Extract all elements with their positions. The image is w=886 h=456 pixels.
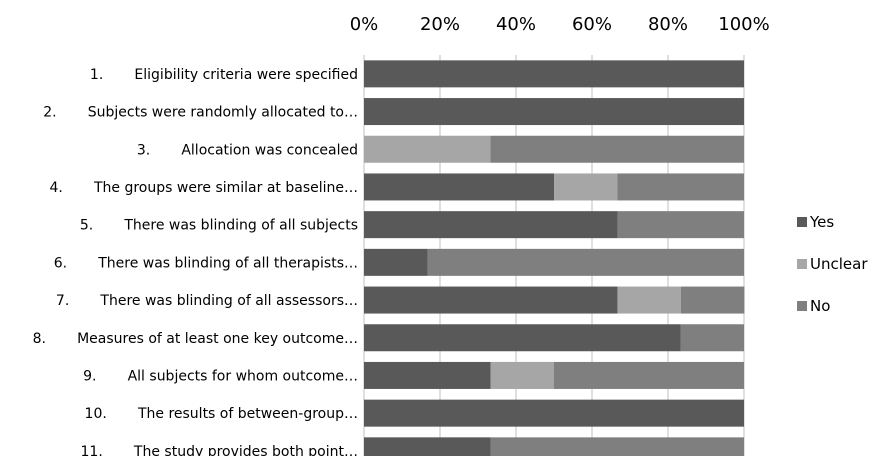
category-label: 4. The groups were similar at baseline… [49,180,358,196]
x-tick-label: 80% [648,14,688,35]
bar-segment-yes [364,98,744,126]
bar-segment-yes [364,437,491,456]
x-tick-label: 60% [572,14,612,35]
bar-segment-yes [364,286,618,314]
bar-segment-unclear [490,361,554,389]
bar-segment-unclear [554,173,618,201]
legend-label-unclear: Unclear [810,255,868,273]
bar-segment-no [554,361,744,389]
legend-label-no: No [810,297,830,315]
bar-segment-yes [364,211,618,239]
category-label: 2. Subjects were randomly allocated to… [43,105,358,121]
bar-segment-yes [364,324,681,352]
category-label: 11. The study provides both point… [81,444,358,456]
bar-segment-no [617,211,744,239]
bar-segment-yes [364,248,428,276]
x-tick-label: 100% [718,14,769,35]
y-axis-category-labels: 1. Eligibility criteria were specified 2.… [33,67,358,456]
bar-segment-yes [364,399,744,427]
bar-segment-no [427,248,744,276]
legend-swatch-unclear [797,259,807,269]
x-tick-label: 0% [350,14,379,35]
bar-segment-yes [364,361,491,389]
category-label: 5. There was blinding of all subjects [80,218,358,234]
bar-segment-no [680,324,744,352]
category-label: 8. Measures of at least one key outcome… [33,331,358,347]
bar-segment-no [490,437,744,456]
category-label: 6. There was blinding of all therapists… [54,255,358,271]
legend-swatch-yes [797,217,807,227]
bar-segment-no [490,135,744,163]
category-label: 9. All subjects for whom outcome… [83,368,358,384]
x-axis-tick-labels: 0% 20% 40% 60% 80% 100% [350,14,770,35]
bar-segment-unclear [617,286,681,314]
bar-segment-no [680,286,745,314]
x-tick-label: 20% [420,14,460,35]
bars [364,60,745,456]
bar-segment-yes [364,173,554,201]
category-label: 10. The results of between-group… [85,406,358,422]
category-label: 7. There was blinding of all assessors… [56,293,358,309]
x-tick-label: 40% [496,14,536,35]
legend: Yes Unclear No [797,213,868,315]
bar-segment-no [617,173,744,201]
category-label: 1. Eligibility criteria were specified [90,67,358,83]
category-label: 3. Allocation was concealed [137,142,358,158]
bar-segment-unclear [364,135,491,163]
legend-label-yes: Yes [809,213,834,231]
bar-segment-yes [364,60,744,88]
legend-swatch-no [797,301,807,311]
